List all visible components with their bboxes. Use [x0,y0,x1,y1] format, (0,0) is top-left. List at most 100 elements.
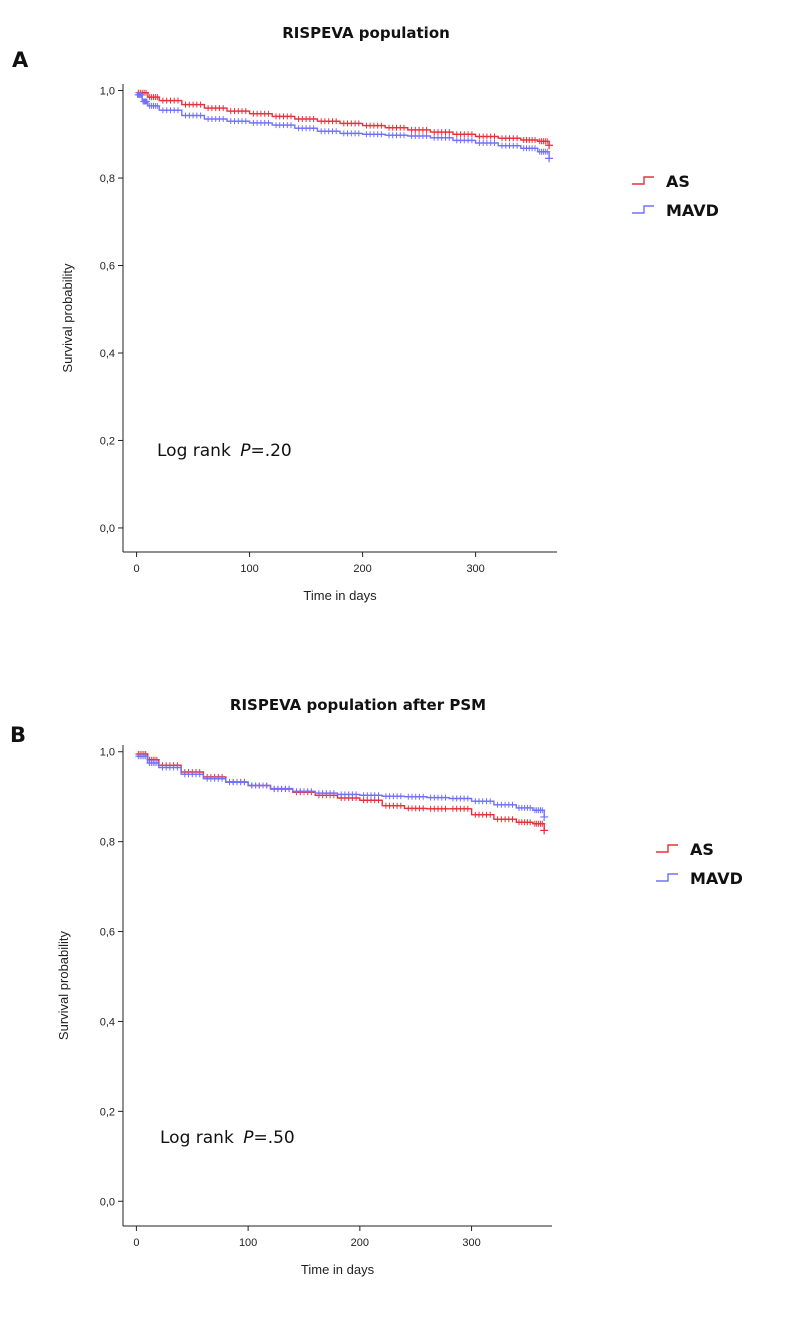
x-tick-label: 300 [466,563,484,575]
censor-mark-mavd [375,792,382,799]
censor-mark-as [442,805,449,812]
censor-mark-mavd [397,793,404,800]
y-tick-label: 0,2 [100,435,115,447]
y-axis-label: Survival probability [56,930,71,1040]
x-tick-label: 100 [239,1237,257,1249]
censor-mark-mavd [446,134,453,141]
y-tick-label: 0,8 [100,837,115,849]
censor-mark-mavd [174,764,181,771]
censor-mark-as [378,122,385,129]
censor-mark-as [446,129,453,136]
legend-label-as: AS [690,840,714,859]
censor-mark-as [333,118,340,125]
censor-mark-as [491,133,498,140]
censor-mark-mavd [242,118,249,125]
censor-mark-mavd [263,782,270,789]
censor-mark-as [514,135,521,142]
panel-a: RISPEVA population A 0,0 0,2 0,4 0,6 0,8 1,0 0 10… [0,0,792,647]
censor-mark-as [175,97,181,104]
x-tick-label: 100 [240,563,258,575]
legend-label-mavd: MAVD [690,869,743,888]
censor-mark-mavd [143,98,150,105]
censor-mark-as [265,110,272,117]
km-chart-b: RISPEVA population after PSM B 0,0 0,2 0,4 0,… [10,696,743,1277]
censor-mark-mavd [355,130,362,137]
censor-mark-mavd [196,771,203,778]
series-line-as [136,753,545,831]
legend-label-mavd: MAVD [666,201,719,220]
censor-mark-mavd [265,119,272,126]
censor-mark-mavd [153,760,160,766]
x-tick-label: 200 [353,563,371,575]
censor-mark-mavd [288,122,294,129]
y-tick-label: 0,4 [100,1016,115,1028]
y-tick-label: 0,0 [100,1196,115,1208]
y-tick-label: 0,4 [100,348,115,360]
censor-mark-as [197,101,204,108]
censor-mark-as [509,816,516,823]
y-tick-label: 0,6 [100,261,115,273]
annotation-value: =.20 [250,441,291,461]
y-axis-label: Survival probability [60,263,75,373]
censor-mark-mavd [514,142,521,149]
censor-mark-as [527,819,534,826]
annotation-prefix: Log rank [160,1128,239,1148]
censor-mark-as [540,826,549,835]
y-tick-label: 1,0 [100,747,115,759]
legend-label-as: AS [666,172,690,191]
censor-mark-as [220,105,227,112]
censor-mark-mavd [378,131,385,138]
censor-mark-as [464,805,471,812]
censor-mark-mavd [509,801,516,808]
x-tick-label: 0 [133,1237,139,1249]
annotation-value: =.50 [253,1128,294,1148]
log-rank-annotation: Log rank P=.20 [157,441,292,461]
x-tick-label: 0 [134,563,140,575]
censor-mark-mavd [333,128,340,135]
x-tick-label: 300 [462,1237,480,1249]
censor-mark-mavd [539,807,546,814]
censor-mark-mavd [308,788,315,795]
y-tick-label: 0,6 [100,927,115,939]
censor-mark-mavd [220,116,227,122]
censor-mark-as [545,141,554,150]
censor-mark-as [143,89,149,96]
legend-swatch-mavd [656,873,678,882]
censor-mark-as [532,137,538,143]
censor-mark-mavd [353,791,360,798]
censor-mark-mavd [197,112,204,119]
censor-mark-as [154,94,161,101]
censor-mark-mavd [487,798,494,805]
annotation-p-symbol: P [243,1128,254,1148]
censor-mark-mavd [241,779,248,786]
censor-mark-mavd [401,132,407,139]
censor-mark-mavd [527,804,534,811]
y-tick-label: 0,2 [100,1106,115,1118]
legend-swatch-mavd [632,205,654,214]
panel-letter: B [10,723,26,747]
censor-mark-as [288,113,294,120]
annotation-p-symbol: P [240,441,251,461]
censor-mark-as [420,805,427,812]
annotation-prefix: Log rank [157,441,236,461]
censor-mark-as [310,116,317,122]
series-line-mavd [136,94,550,159]
censor-mark-mavd [540,812,549,821]
censor-mark-mavd [310,125,317,132]
chart-title: RISPEVA population after PSM [230,696,486,714]
censor-mark-as [397,802,404,809]
y-tick-label: 1,0 [100,86,115,98]
censor-mark-mavd [468,137,475,144]
censor-mark-mavd [142,753,149,760]
panel-letter: A [12,48,29,72]
censor-mark-as [487,811,494,818]
censor-mark-mavd [491,140,498,146]
panel-b: RISPEVA population after PSM B 0,0 0,2 0,4 0,… [0,670,792,1317]
censor-mark-mavd [330,790,337,797]
censor-mark-as [242,108,249,115]
censor-mark-as [423,126,430,133]
x-axis-label: Time in days [303,588,377,603]
chart-title: RISPEVA population [282,24,450,42]
y-tick-label: 0,8 [100,173,115,185]
censor-mark-mavd [286,785,293,792]
